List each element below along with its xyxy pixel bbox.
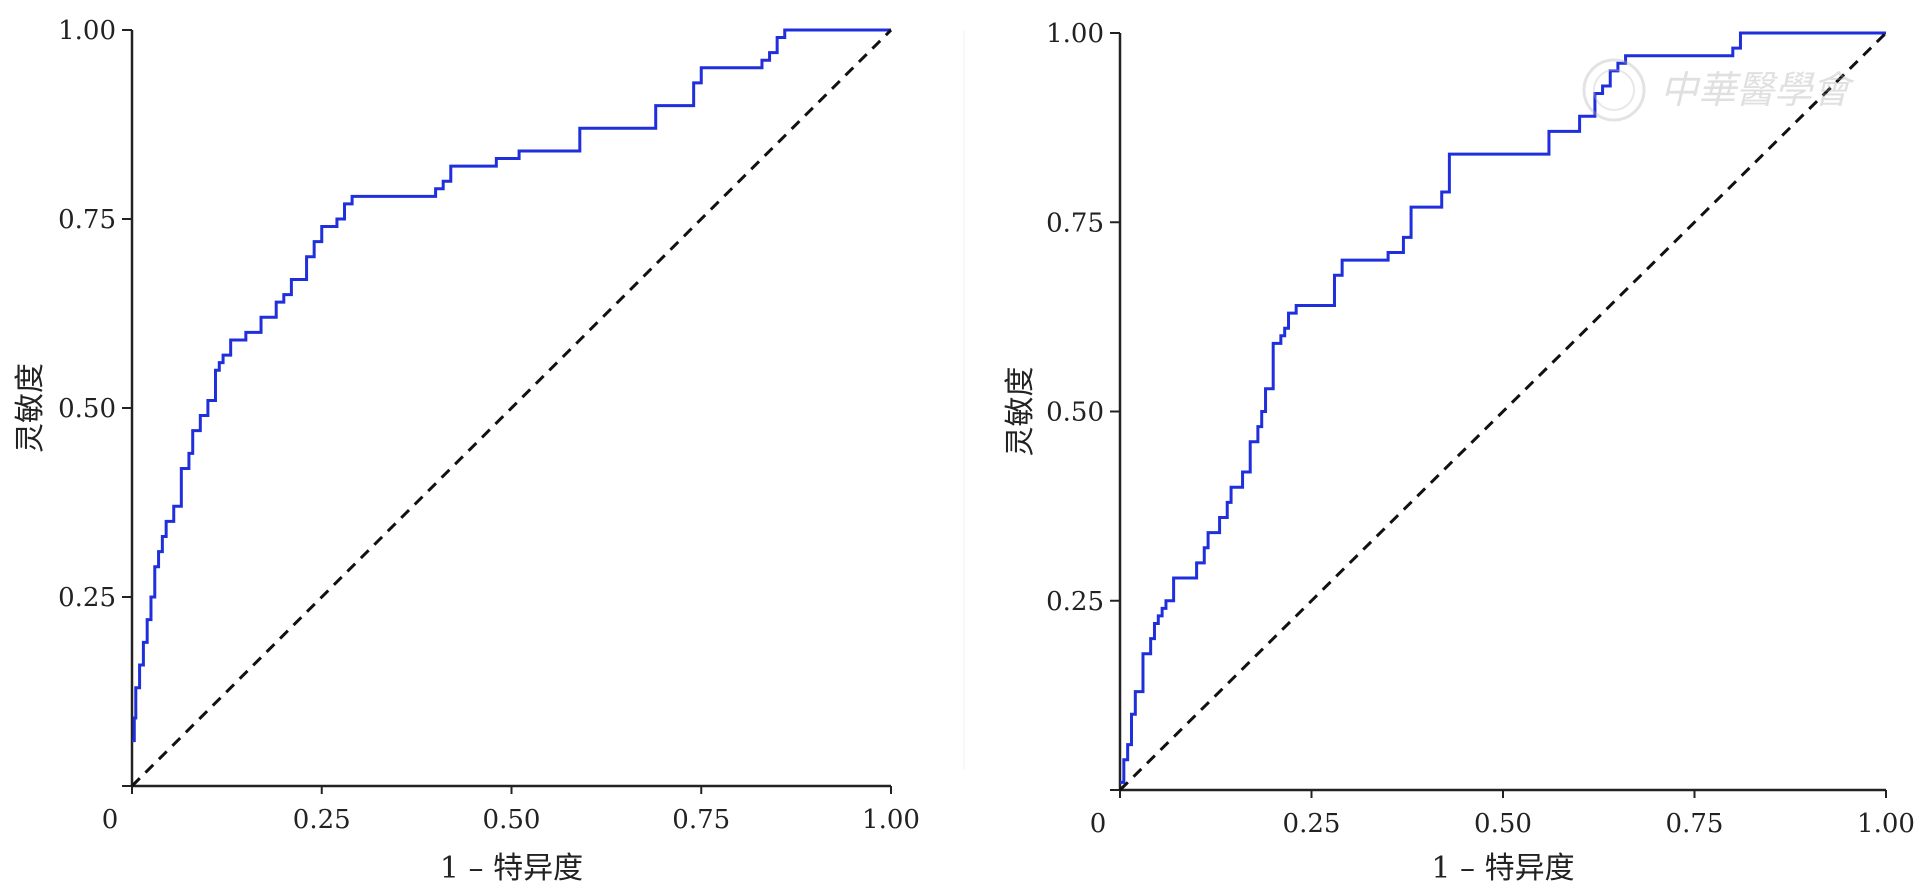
reference-diagonal-line [1118, 31, 1888, 792]
y-tick-label: 0.75 [58, 205, 116, 235]
x-tick-label: 0 [1090, 809, 1107, 839]
reference-diagonal-line [130, 28, 893, 788]
roc-curve-line [1120, 31, 1886, 784]
x-tick-label: 1.00 [1857, 809, 1915, 839]
x-tick-label: 0.75 [1666, 809, 1724, 839]
x-tick-label: 1.00 [862, 805, 920, 835]
x-tick-label: 0.75 [672, 805, 730, 835]
watermark-seal-icon [1582, 58, 1646, 122]
watermark-logo: 中華醫學會 [1582, 58, 1855, 122]
y-tick-label: 0.75 [1046, 208, 1104, 238]
roc-chart-left: 0 0.25 0.50 0.75 1.00 0.25 0.50 0.75 1.00 1 – 特异度… [13, 16, 920, 886]
x-axis-title: 1 – 特异度 [440, 851, 583, 886]
y-tick-label: 0.25 [58, 583, 116, 613]
y-tick-label: 0.50 [58, 394, 116, 424]
roc-curve-line [132, 28, 891, 743]
x-tick-label: 0 [102, 805, 119, 835]
y-axis-title: 灵敏度 [1003, 367, 1038, 457]
x-axis-title: 1 – 特异度 [1431, 851, 1574, 886]
y-tick-label: 0.25 [1046, 587, 1104, 617]
x-tick-label: 0.50 [483, 805, 541, 835]
y-axis-title: 灵敏度 [13, 363, 48, 453]
y-tick-label: 1.00 [58, 16, 116, 46]
roc-chart-right: 0 0.25 0.50 0.75 1.00 0.25 0.50 0.75 1.00 1 – 特异度… [1003, 19, 1915, 886]
x-tick-label: 0.50 [1474, 809, 1532, 839]
y-tick-label: 0.50 [1046, 398, 1104, 428]
x-tick-label: 0.25 [1283, 809, 1341, 839]
y-tick-label: 1.00 [1046, 19, 1104, 49]
x-tick-label: 0.25 [293, 805, 351, 835]
watermark-text: 中華醫學會 [1660, 68, 1855, 112]
watermark-seal-inner-icon [1593, 69, 1635, 111]
